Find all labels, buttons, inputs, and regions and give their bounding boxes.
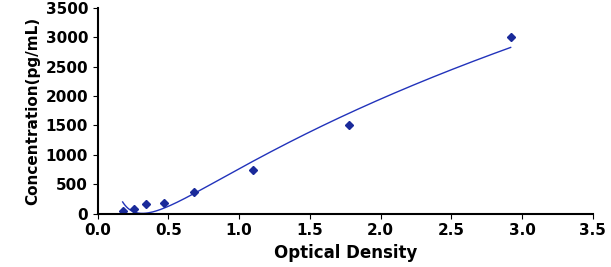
X-axis label: Optical Density: Optical Density (274, 244, 417, 262)
Y-axis label: Concentration(pg/mL): Concentration(pg/mL) (25, 17, 40, 205)
